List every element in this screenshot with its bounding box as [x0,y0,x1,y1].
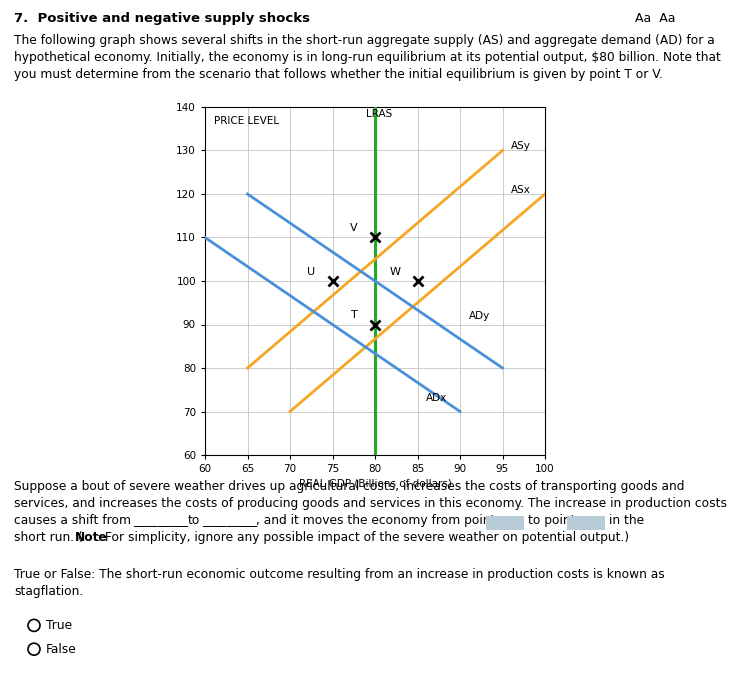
Text: you must determine from the scenario that follows whether the initial equilibriu: you must determine from the scenario tha… [14,68,663,81]
Text: LRAS: LRAS [366,109,393,119]
Text: _________: _________ [202,514,257,527]
Text: : For simplicity, ignore any possible impact of the severe weather on potential : : For simplicity, ignore any possible im… [97,531,629,544]
Text: PRICE LEVEL: PRICE LEVEL [214,116,279,126]
Text: ASx: ASx [511,184,531,194]
Text: services, and increases the costs of producing goods and services in this econom: services, and increases the costs of pro… [14,497,727,510]
Text: Aa  Aa: Aa Aa [635,12,675,25]
Text: in the: in the [609,514,644,527]
Text: Note: Note [75,531,108,544]
X-axis label: REAL GDP (Billions of dollars): REAL GDP (Billions of dollars) [299,479,451,488]
Text: W: W [390,267,401,277]
Text: hypothetical economy. Initially, the economy is in long-run equilibrium at its p: hypothetical economy. Initially, the eco… [14,51,721,64]
Text: to: to [188,514,200,527]
Text: True or False: The short-run economic outcome resulting from an increase in prod: True or False: The short-run economic ou… [14,569,665,581]
Text: 7.  Positive and negative supply shocks: 7. Positive and negative supply shocks [14,12,310,25]
Text: True: True [46,619,72,633]
Text: T: T [351,310,358,320]
Text: _________: _________ [133,514,188,527]
Text: ADx: ADx [426,394,447,403]
Text: U: U [308,267,316,277]
Text: False: False [46,643,77,656]
Text: to point: to point [528,514,575,527]
Text: ADy: ADy [468,311,490,321]
Text: Suppose a bout of severe weather drives up agricultural costs, increases the cos: Suppose a bout of severe weather drives … [14,480,684,493]
Text: , and it moves the economy from point: , and it moves the economy from point [256,514,496,527]
Text: The following graph shows several shifts in the short-run aggregate supply (AS) : The following graph shows several shifts… [14,34,714,47]
Text: causes a shift from: causes a shift from [14,514,131,527]
Bar [567,516,605,530]
Text: ASy: ASy [511,141,531,151]
Text: V: V [350,223,358,233]
Bar [486,516,524,530]
Text: stagflation.: stagflation. [14,586,83,598]
Text: short run. (: short run. ( [14,531,83,544]
